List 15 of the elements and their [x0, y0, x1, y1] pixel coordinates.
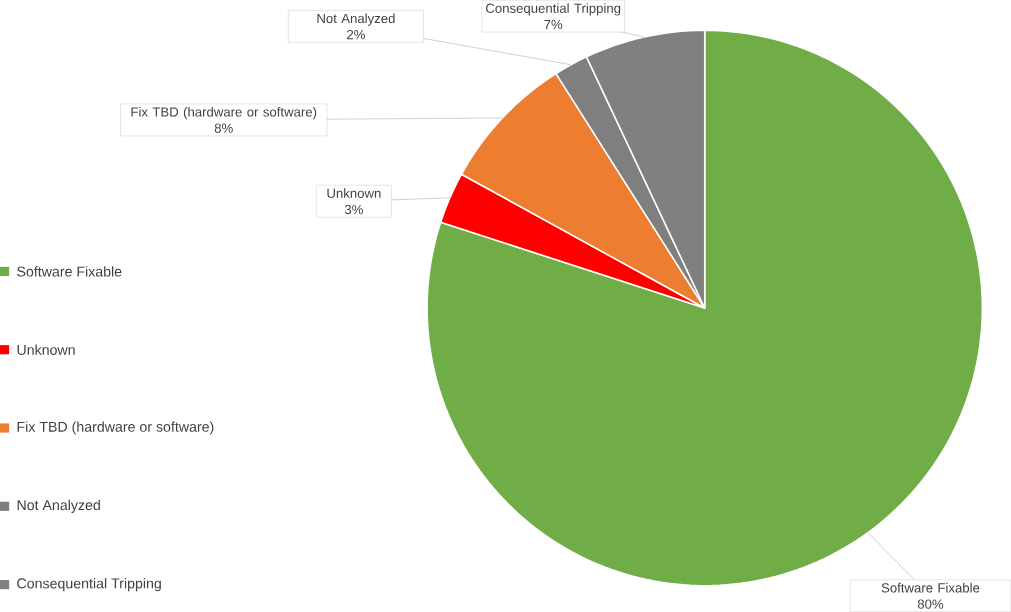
slice-label: Consequential Tripping — [486, 3, 621, 16]
slice-label: Not Analyzed — [317, 13, 395, 26]
slice-label: Unknown — [327, 188, 381, 198]
data-label: 2% — [347, 29, 365, 40]
data-label: 80% — [917, 599, 944, 609]
legend-label: Consequential Tripping — [17, 578, 161, 592]
legend-label: Software Fixable — [17, 266, 122, 277]
legend-label: Unknown — [17, 344, 75, 355]
data-label: 7% — [544, 19, 563, 30]
legend-label: Fix TBD (hardware or software) — [17, 421, 214, 435]
slice-label: Software Fixable — [881, 582, 980, 593]
legend-label: Not Analyzed — [17, 499, 100, 513]
slice-label: Fix TBD (hardware or software) — [131, 106, 317, 120]
data-label: 3% — [344, 204, 363, 215]
data-label: 8% — [214, 123, 233, 133]
